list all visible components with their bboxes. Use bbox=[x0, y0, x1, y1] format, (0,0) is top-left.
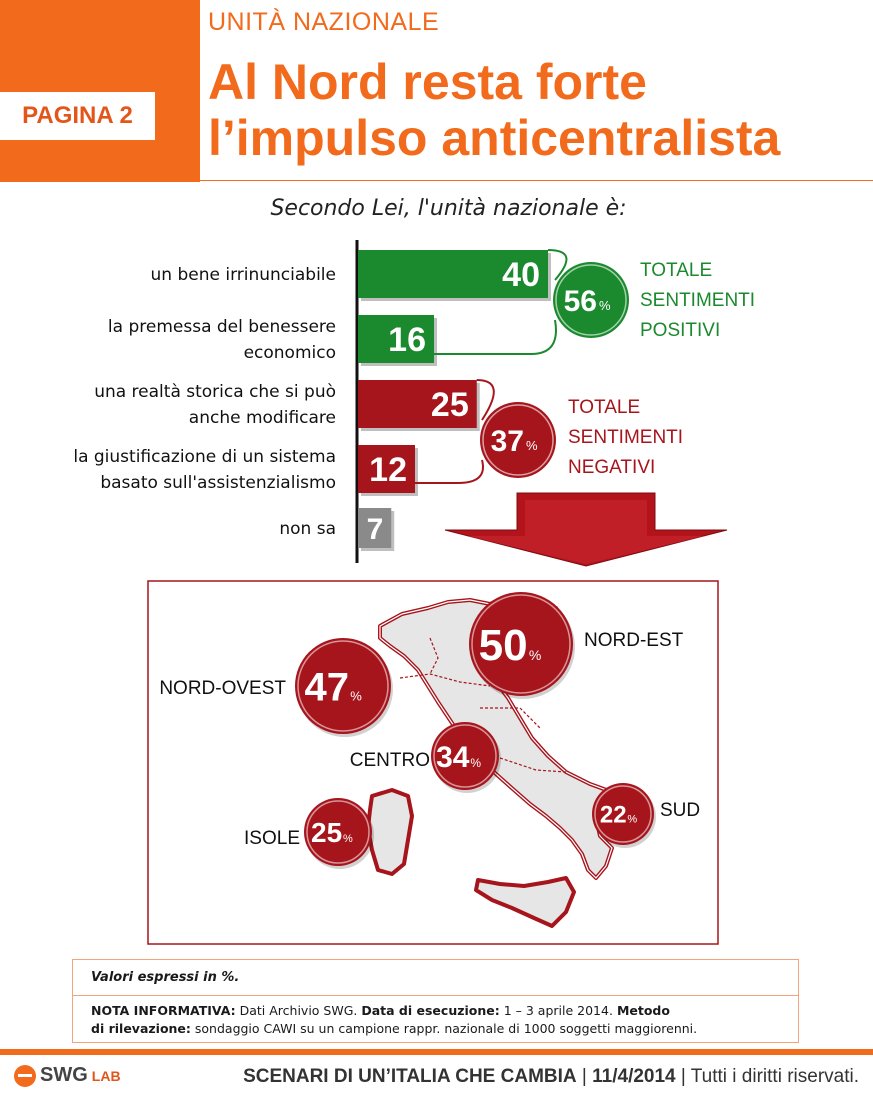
region-unit: % bbox=[470, 756, 481, 770]
bar-value-label: 12 bbox=[369, 451, 407, 489]
region-value: 47 bbox=[305, 665, 350, 709]
bar bbox=[358, 508, 392, 548]
region-circle-ring bbox=[306, 800, 370, 864]
region-value: 22 bbox=[600, 802, 627, 829]
bar bbox=[358, 445, 415, 493]
footer-credits: SCENARI DI UN’ITALIA CHE CAMBIA | 11/4/2… bbox=[243, 1066, 859, 1088]
headline-line-1: Al Nord resta forte bbox=[208, 54, 647, 110]
headline-line-2: l’impulso anticentralista bbox=[208, 110, 781, 166]
region-value-circle bbox=[295, 638, 391, 734]
region-circle-ring bbox=[471, 594, 571, 694]
region-circle-ring bbox=[594, 785, 652, 843]
category-label: anche modificare bbox=[189, 408, 336, 428]
method-note: NOTA INFORMATIVA: Dati Archivio SWG. Dat… bbox=[91, 1002, 781, 1038]
group-total-unit: % bbox=[599, 298, 611, 313]
logo-text: SWG bbox=[40, 1064, 88, 1086]
group-total-value: 37 bbox=[491, 425, 524, 458]
footer-date: 11/4/2014 bbox=[592, 1066, 676, 1087]
bar bbox=[358, 250, 548, 298]
region-border bbox=[429, 637, 439, 675]
swg-logo: SWG LAB bbox=[14, 1064, 121, 1087]
kicker: UNITÀ NAZIONALE bbox=[208, 8, 440, 36]
group-bracket bbox=[547, 249, 568, 281]
group-total-circle bbox=[480, 402, 556, 478]
bar-value-label: 25 bbox=[431, 386, 469, 424]
region-name: NORD-OVEST bbox=[159, 678, 286, 699]
values-note: Valori espressi in %. bbox=[73, 960, 798, 996]
down-arrow-highlight bbox=[467, 500, 705, 564]
headline: Al Nord resta forte l’impulso anticentra… bbox=[208, 54, 868, 166]
data-text: 1 – 3 aprile 2014. bbox=[503, 1003, 613, 1018]
footer-separator: | bbox=[581, 1066, 587, 1087]
bar-value-label: 7 bbox=[367, 513, 384, 546]
region-unit: % bbox=[529, 647, 541, 663]
region-value: 25 bbox=[311, 817, 342, 848]
region-value-circle bbox=[469, 592, 573, 696]
region-name: SUD bbox=[660, 800, 700, 821]
survey-question: Secondo Lei, l'unità nazionale è: bbox=[270, 196, 627, 221]
metodo-label-1: Metodo bbox=[616, 1003, 670, 1018]
note-box: Valori espressi in %. NOTA INFORMATIVA: … bbox=[72, 959, 799, 1043]
metodo-label-2: di rilevazione: bbox=[91, 1021, 191, 1036]
group-circle-ring bbox=[555, 264, 627, 336]
group-total-circle bbox=[553, 262, 629, 338]
region-unit: % bbox=[343, 833, 353, 845]
region-circle-ring bbox=[433, 724, 497, 788]
region-value: 50 bbox=[479, 621, 528, 670]
nota-label: NOTA INFORMATIVA: bbox=[91, 1003, 236, 1018]
region-border bbox=[480, 707, 541, 729]
group-label-line: SENTIMENTI bbox=[640, 290, 755, 311]
data-label: Data di esecuzione: bbox=[361, 1003, 500, 1018]
metodo-text: sondaggio CAWI su un campione rappr. naz… bbox=[194, 1021, 698, 1036]
bar-value-label: 40 bbox=[502, 256, 540, 294]
group-label-line: POSITIVI bbox=[640, 320, 720, 341]
group-circle-ring bbox=[482, 404, 554, 476]
group-bracket bbox=[476, 379, 495, 421]
region-unit: % bbox=[627, 814, 637, 826]
category-label: una realtà storica che si può bbox=[94, 382, 336, 402]
header-rule bbox=[200, 180, 873, 181]
category-label: la giustificazione di un sistema bbox=[73, 447, 336, 467]
region-border bbox=[499, 757, 567, 773]
region-circle-ring bbox=[297, 640, 389, 732]
region-border bbox=[399, 673, 491, 687]
category-label: la premessa del benessere bbox=[108, 317, 336, 337]
region-value-circle bbox=[592, 783, 654, 845]
category-label: un bene irrinunciabile bbox=[151, 265, 336, 285]
group-total-value: 56 bbox=[564, 285, 597, 318]
footer-separator: | bbox=[680, 1066, 686, 1087]
page-tag: PAGINA 2 bbox=[0, 92, 155, 140]
logo-sub: LAB bbox=[91, 1067, 121, 1084]
sardinia-island bbox=[366, 788, 414, 876]
category-label: non sa bbox=[279, 519, 336, 539]
bar-chart: 40 un bene irrinunciabile 16 la premessa de… bbox=[73, 240, 755, 567]
footer-title: SCENARI DI UN’ITALIA CHE CAMBIA bbox=[243, 1066, 577, 1087]
region-name: CENTRO bbox=[350, 750, 430, 771]
footer-rights: Tutti i diritti riservati. bbox=[690, 1066, 859, 1087]
sicily-island bbox=[474, 876, 576, 928]
region-value-circle bbox=[431, 722, 499, 790]
category-label: economico bbox=[244, 343, 336, 363]
footer-rule bbox=[0, 1049, 873, 1055]
region-value: 34 bbox=[436, 741, 470, 774]
region-map: 50 % NORD-EST 47 % NORD-OVEST 34 % CENTRO 22% SUD 2… bbox=[147, 580, 719, 945]
region-name: ISOLE bbox=[244, 828, 300, 849]
swg-logo-icon bbox=[14, 1064, 36, 1087]
region-value-circle bbox=[304, 798, 372, 866]
group-total-unit: % bbox=[526, 438, 538, 453]
bar bbox=[358, 380, 477, 428]
group-label-line: TOTALE bbox=[640, 260, 712, 281]
category-label: basato sull'assistenzialismo bbox=[100, 473, 336, 493]
group-bracket bbox=[415, 459, 484, 484]
bar-value-label: 16 bbox=[388, 321, 426, 359]
bar bbox=[358, 315, 434, 363]
header-band bbox=[0, 0, 200, 182]
group-label-line: TOTALE bbox=[568, 397, 640, 418]
nota-text: Dati Archivio SWG. bbox=[239, 1003, 358, 1018]
region-name: NORD-EST bbox=[584, 630, 684, 651]
group-label-line: NEGATIVI bbox=[568, 457, 655, 478]
group-bracket bbox=[434, 319, 557, 355]
group-label-line: SENTIMENTI bbox=[568, 427, 683, 448]
region-unit: % bbox=[350, 688, 362, 703]
